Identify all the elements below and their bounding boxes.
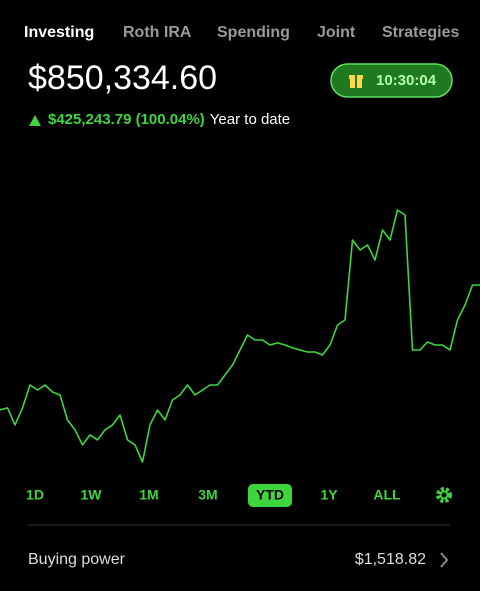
- buying-power-value[interactable]: $1,518.82: [355, 551, 426, 568]
- tab[interactable]: Investing: [24, 24, 94, 41]
- range-selected-bg[interactable]: [248, 484, 292, 507]
- chevron: [440, 552, 449, 568]
- tab[interactable]: Strategies: [382, 24, 459, 41]
- tab[interactable]: Roth IRA: [123, 24, 192, 41]
- portfolio-line: [0, 209, 480, 463]
- range-button[interactable]: 1M: [139, 487, 158, 503]
- up-arrow: [29, 115, 41, 126]
- change-amount: $425,243.79 (100.04%): [48, 111, 205, 128]
- range-button[interactable]: 1W: [81, 487, 103, 503]
- change-period: Year to date: [210, 111, 290, 128]
- timer-button[interactable]: [330, 63, 453, 98]
- tab[interactable]: Joint: [317, 24, 356, 41]
- buying-power-label[interactable]: Buying power: [28, 551, 126, 568]
- range-button[interactable]: 1D: [26, 487, 44, 503]
- range-button[interactable]: YTD: [256, 487, 284, 503]
- settings-icon[interactable]: [436, 487, 452, 503]
- timer: 10:30:04: [376, 72, 437, 89]
- range-button[interactable]: 1Y: [320, 487, 338, 503]
- range-button[interactable]: ALL: [373, 487, 401, 503]
- gift-icon: [349, 75, 363, 88]
- balance: $850,334.60: [28, 59, 217, 97]
- range-button[interactable]: 3M: [198, 487, 217, 503]
- tab[interactable]: Spending: [217, 24, 290, 41]
